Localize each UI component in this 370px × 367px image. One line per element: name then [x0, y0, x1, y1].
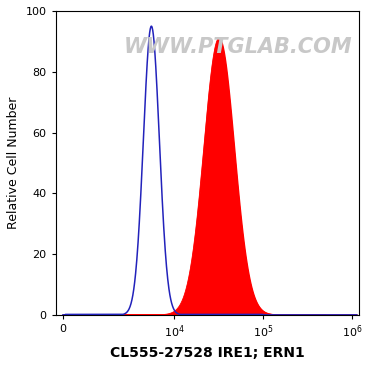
Text: WWW.PTGLAB.COM: WWW.PTGLAB.COM [124, 37, 352, 57]
X-axis label: CL555-27528 IRE1; ERN1: CL555-27528 IRE1; ERN1 [110, 346, 305, 360]
Y-axis label: Relative Cell Number: Relative Cell Number [7, 97, 20, 229]
